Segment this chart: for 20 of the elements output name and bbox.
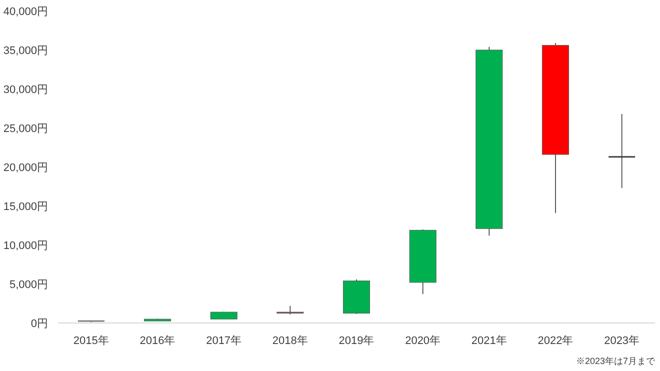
x-tick-label: 2016年: [140, 335, 176, 347]
x-tick-label: 2022年: [538, 335, 574, 347]
y-tick-label: 25,000円: [3, 123, 48, 135]
y-tick-label: 5,000円: [9, 279, 48, 291]
y-tick-label: 0円: [30, 318, 48, 330]
x-tick-label: 2015年: [73, 335, 109, 347]
x-tick-label: 2023年: [604, 335, 640, 347]
x-tick-label: 2018年: [272, 335, 308, 347]
candlestick: [608, 113, 636, 189]
y-tick-label: 40,000円: [3, 6, 48, 18]
x-tick-label: 2019年: [338, 335, 374, 347]
x-tick-label: 2017年: [206, 335, 242, 347]
x-tick-label: 2020年: [405, 335, 441, 347]
y-tick-label: 30,000円: [3, 84, 48, 96]
text: ※2023年は7月まで: [576, 356, 656, 366]
y-tick-label: 10,000円: [3, 240, 48, 252]
y-tick-label: 20,000円: [3, 162, 48, 174]
x-tick-label: 2021年: [471, 335, 507, 347]
y-tick-label: 15,000円: [3, 201, 48, 213]
y-tick-label: 35,000円: [3, 45, 48, 57]
